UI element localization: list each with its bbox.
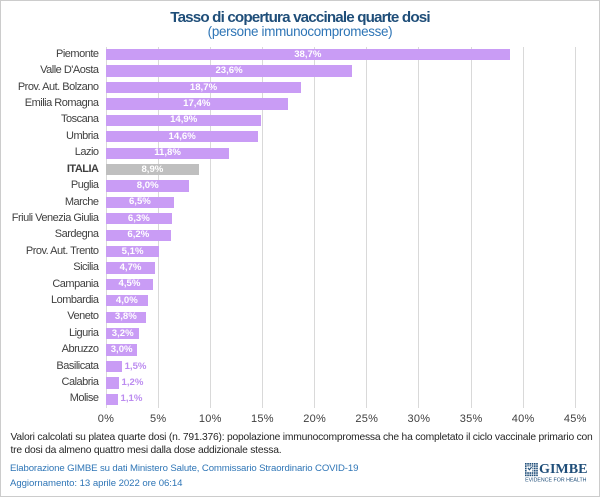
svg-text:EVIDENCE FOR HEALTH: EVIDENCE FOR HEALTH bbox=[525, 477, 586, 483]
svg-text:GIMBE: GIMBE bbox=[539, 463, 588, 476]
